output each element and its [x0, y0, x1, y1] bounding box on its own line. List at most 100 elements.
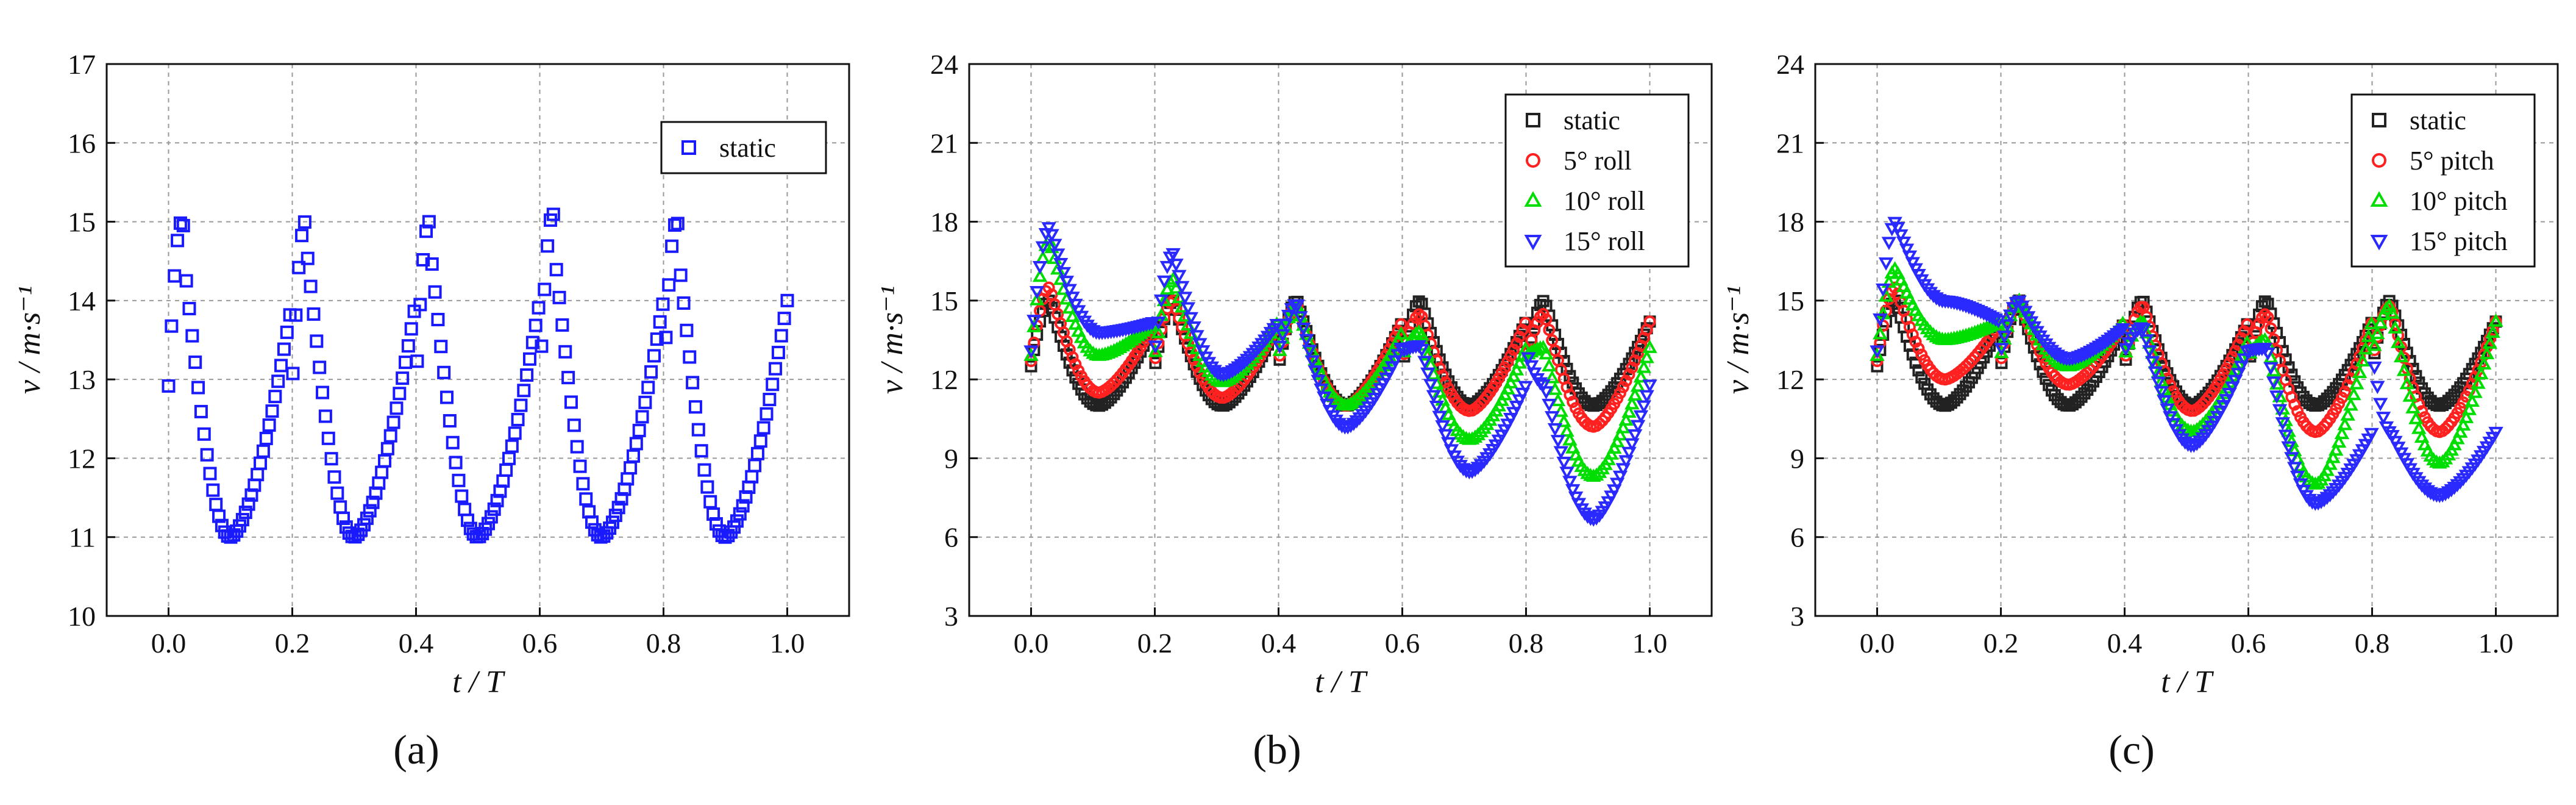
series-15-roll [1023, 222, 1657, 527]
y-axis-label: v / m·s⁻¹ [875, 286, 909, 394]
data-point [1994, 345, 2009, 359]
data-point [1148, 343, 1163, 357]
data-point [1988, 313, 2003, 327]
data-point [1627, 429, 1643, 443]
data-point [490, 493, 504, 507]
data-point [2388, 320, 2403, 334]
data-point [274, 359, 288, 373]
data-point [212, 509, 226, 523]
data-point [1636, 400, 1652, 414]
data-point [2476, 356, 2492, 370]
data-point [2288, 398, 2301, 411]
data-point [1169, 259, 1184, 272]
data-point [1222, 367, 1237, 381]
data-point [2154, 373, 2169, 387]
data-point [549, 263, 563, 277]
data-point [2136, 323, 2151, 337]
data-point [2335, 392, 2348, 404]
data-point [1044, 229, 1059, 243]
data-point [2287, 462, 2302, 476]
data-point [558, 345, 572, 359]
data-point [1639, 349, 1654, 363]
data-point [1875, 283, 1891, 297]
data-point [624, 461, 638, 475]
data-point [1174, 281, 1190, 295]
data-point [2385, 306, 2400, 319]
data-point [753, 434, 767, 448]
data-point [1278, 318, 1293, 332]
data-point [760, 407, 774, 421]
plot-frame [105, 63, 850, 617]
data-point [1035, 241, 1051, 255]
data-point [576, 477, 590, 491]
data-point [200, 448, 214, 462]
data-point [2338, 385, 2351, 398]
x-tick-label: 1.0 [1632, 628, 1668, 659]
data-point [2263, 362, 2279, 376]
y-tick-label: 12 [1776, 364, 1804, 395]
data-point [1053, 257, 1069, 271]
data-point [2382, 298, 2397, 312]
data-point [511, 412, 525, 426]
data-point [301, 251, 315, 265]
data-point [1630, 420, 1646, 434]
data-point [378, 454, 392, 468]
data-point [1535, 379, 1551, 393]
y-tick-label: 18 [1776, 207, 1804, 238]
x-tick-label: 0.6 [1385, 628, 1420, 659]
data-point [739, 490, 753, 504]
data-point [2227, 374, 2243, 388]
data-point [1032, 268, 1048, 282]
x-tick-label: 1.0 [770, 628, 805, 659]
data-point [197, 427, 211, 441]
data-point [380, 442, 394, 456]
data-point [182, 302, 196, 316]
data-point [313, 360, 327, 374]
data-point [532, 301, 546, 315]
data-point [750, 446, 764, 460]
data-point [2269, 390, 2285, 404]
data-point [2252, 318, 2265, 331]
data-point [235, 513, 249, 527]
data-point [1429, 401, 1445, 414]
y-tick-label: 17 [68, 49, 96, 80]
data-point [1542, 398, 1557, 412]
data-point [2340, 407, 2355, 421]
data-point [2479, 346, 2495, 360]
y-tick-label: 21 [1776, 127, 1804, 159]
data-point [2144, 356, 2160, 370]
data-point [2452, 424, 2468, 438]
y-tick-label: 6 [1790, 522, 1804, 553]
data-point [1050, 248, 1066, 262]
data-point [638, 395, 652, 409]
data-point [525, 335, 539, 349]
data-point [2464, 393, 2480, 407]
data-point [608, 509, 622, 523]
data-point [1542, 358, 1557, 372]
data-point [763, 393, 777, 407]
data-point [1156, 293, 1172, 306]
data-point [1149, 357, 1162, 370]
legend-label: 10° roll [1564, 186, 1645, 216]
y-tick-label: 3 [944, 601, 958, 632]
data-point [1464, 465, 1480, 479]
data-point [455, 489, 469, 503]
x-axis-label: t / T [2161, 665, 2214, 699]
data-point [162, 379, 176, 393]
data-point [2488, 426, 2503, 440]
x-tick-label: 0.2 [1137, 628, 1173, 659]
data-point [2392, 329, 2405, 342]
data-point [1165, 271, 1181, 285]
data-point [481, 517, 495, 531]
data-point [700, 480, 714, 494]
data-point [1518, 381, 1533, 395]
data-point [1269, 319, 1284, 332]
data-point [520, 368, 534, 382]
data-point [1545, 411, 1560, 424]
data-point [1553, 446, 1569, 460]
data-point [295, 229, 309, 243]
panel-caption-c: (c) [2108, 726, 2155, 773]
legend-marker [2370, 191, 2388, 207]
data-point [1618, 412, 1634, 426]
data-point [2077, 348, 2092, 362]
